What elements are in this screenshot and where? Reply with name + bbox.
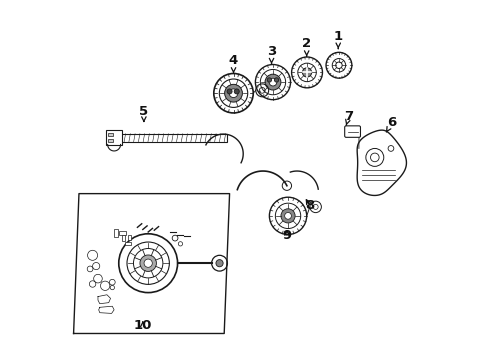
Text: 6: 6: [386, 116, 397, 132]
Circle shape: [302, 68, 312, 77]
Circle shape: [267, 78, 271, 82]
Text: 4: 4: [229, 54, 238, 73]
Circle shape: [227, 89, 232, 94]
Polygon shape: [357, 130, 406, 195]
Circle shape: [144, 259, 152, 267]
Bar: [122, 235, 125, 241]
Bar: [119, 231, 126, 234]
Text: 1: 1: [334, 30, 343, 49]
FancyBboxPatch shape: [344, 126, 361, 137]
Bar: [125, 242, 131, 245]
Text: 3: 3: [267, 45, 276, 64]
Bar: [108, 133, 113, 136]
Text: 7: 7: [344, 110, 354, 125]
Circle shape: [234, 89, 239, 94]
Circle shape: [285, 212, 292, 219]
Circle shape: [269, 78, 277, 86]
Circle shape: [281, 209, 295, 223]
Bar: [114, 229, 118, 237]
FancyBboxPatch shape: [106, 130, 122, 145]
Text: 10: 10: [134, 319, 152, 332]
Polygon shape: [74, 194, 230, 333]
Text: 2: 2: [302, 37, 311, 56]
Text: 5: 5: [139, 105, 148, 122]
Circle shape: [229, 89, 238, 98]
Circle shape: [274, 78, 279, 82]
Bar: [108, 139, 113, 142]
Circle shape: [224, 84, 243, 102]
Bar: [128, 235, 131, 240]
Bar: [122, 134, 227, 141]
Circle shape: [140, 255, 156, 271]
Text: 8: 8: [305, 199, 314, 212]
Circle shape: [265, 74, 281, 90]
Circle shape: [216, 260, 223, 267]
Text: 9: 9: [282, 229, 292, 242]
